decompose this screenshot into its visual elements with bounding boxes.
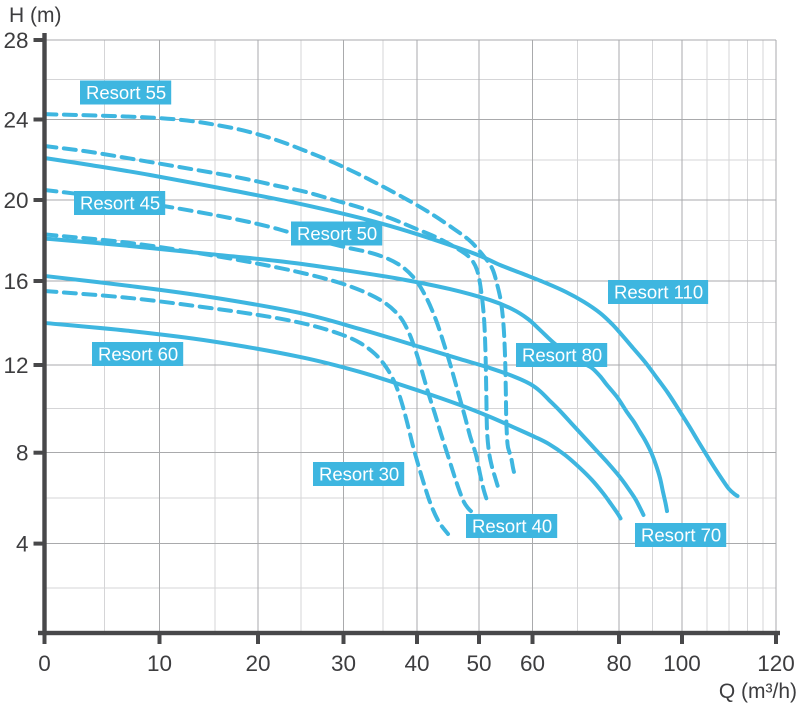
curve-label-resort-110: Resort 110 <box>608 280 709 304</box>
tick-labels: 4 8 12 16 20 24 28 0 10 20 30 40 50 60 80 100 120 H (m) Q … <box>3 4 797 703</box>
y-axis-tick <box>33 279 45 283</box>
curve-label-resort-80: Resort 80 <box>516 343 608 367</box>
axes <box>33 33 780 644</box>
curve-labels: Resort 55 Resort 45 Resort 50 Resort 110 Res… <box>74 80 727 547</box>
y-axis-tick <box>33 38 45 42</box>
curve-label-resort-50: Resort 50 <box>291 221 383 246</box>
x-tick-label: 30 <box>331 651 356 676</box>
x-axis-tick <box>617 633 621 644</box>
curve-label-text: Resort 70 <box>641 525 721 546</box>
curve-label-box <box>80 80 172 105</box>
y-tick-label: 12 <box>3 353 28 378</box>
x-tick-label: 20 <box>245 651 270 676</box>
x-axis-tick <box>477 633 481 644</box>
curve-label-resort-70: Resort 70 <box>635 523 727 547</box>
curve-label-text: Resort 80 <box>522 345 602 366</box>
curve-label-resort-30: Resort 30 <box>313 462 405 486</box>
curve-label-resort-40: Resort 40 <box>466 514 558 538</box>
curve-label-box <box>635 523 727 547</box>
x-axis-tick <box>415 633 419 644</box>
grid-minor <box>44 40 776 633</box>
curve-label-box <box>516 343 608 367</box>
curve-label-text: Resort 50 <box>297 223 377 244</box>
y-tick-label: 20 <box>3 188 28 213</box>
curve-label-box <box>92 342 184 366</box>
y-axis-line <box>42 33 47 636</box>
x-tick-label: 50 <box>466 651 491 676</box>
curve-label-resort-45: Resort 45 <box>74 191 166 215</box>
curve-resort-60 <box>42 320 623 521</box>
x-axis-tick <box>680 633 684 644</box>
x-axis-tick <box>157 633 162 644</box>
x-axis-tick <box>774 633 778 644</box>
curve-label-resort-60: Resort 60 <box>92 342 184 366</box>
curve-label-text: Resort 40 <box>472 516 552 537</box>
curve-label-box <box>313 462 405 486</box>
x-axis-title: Q (m³/h) <box>719 680 797 703</box>
x-axis-tick <box>256 633 260 644</box>
x-tick-label: 0 <box>38 651 51 676</box>
curve-resort-70 <box>42 273 646 517</box>
y-axis-tick <box>33 450 45 455</box>
curve-resort-110 <box>42 155 740 498</box>
x-tick-label: 80 <box>606 651 631 676</box>
y-axis-tick <box>33 541 45 546</box>
curve-label-text: Resort 60 <box>98 344 178 365</box>
y-axis-title: H (m) <box>9 4 61 27</box>
x-axis-tick <box>341 633 346 644</box>
curve-label-box <box>291 221 383 246</box>
curve-label-text: Resort 110 <box>614 282 703 303</box>
y-tick-label: 16 <box>3 269 28 294</box>
x-tick-label: 60 <box>520 651 545 676</box>
curve-label-resort-55: Resort 55 <box>80 80 172 105</box>
curve-label-text: Resort 45 <box>80 193 160 214</box>
x-tick-label: 100 <box>663 651 701 676</box>
x-axis-line <box>38 630 780 636</box>
curve-label-box <box>608 280 709 304</box>
curve-resort-45 <box>42 188 489 501</box>
y-tick-label: 24 <box>3 108 28 133</box>
x-axis-tick <box>530 633 535 644</box>
y-tick-label: 8 <box>16 441 29 466</box>
y-tick-label: 28 <box>3 28 28 53</box>
curve-label-box <box>74 191 166 215</box>
x-tick-label: 120 <box>757 651 795 676</box>
y-tick-label: 4 <box>16 532 29 557</box>
curve-label-text: Resort 30 <box>319 464 399 485</box>
y-axis-tick <box>33 117 45 122</box>
x-tick-label: 40 <box>404 651 429 676</box>
curves <box>42 112 740 536</box>
y-axis-tick <box>33 198 45 202</box>
y-axis-tick <box>33 363 45 367</box>
x-axis-tick <box>42 633 47 644</box>
curve-label-text: Resort 55 <box>86 82 166 103</box>
curve-label-box <box>466 514 558 538</box>
x-tick-label: 10 <box>147 651 172 676</box>
